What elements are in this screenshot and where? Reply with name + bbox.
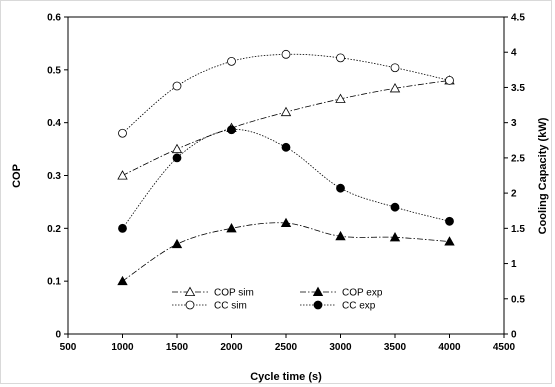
series-cop-exp [117, 217, 455, 286]
legend-item: COP sim [172, 286, 254, 299]
data-point [118, 128, 127, 138]
data-point [117, 170, 128, 180]
legend: COP sim COP exp CC sim CC exp [172, 286, 383, 312]
y2-tick-label: 4.5 [511, 13, 525, 24]
y2-tick-label: 3 [511, 118, 517, 129]
y-tick-label: 0.2 [47, 224, 61, 235]
data-point [280, 106, 292, 117]
legend-item: CC exp [300, 301, 376, 312]
y2-tick-label: 3.5 [511, 83, 525, 94]
data-point [335, 230, 346, 241]
y-axis-title: COP [11, 164, 23, 188]
data-point [226, 223, 237, 233]
legend-label: CC sim [214, 301, 247, 312]
data-point [280, 217, 292, 228]
x-tick-label: 1500 [166, 342, 189, 353]
y-tick-label: 0.3 [47, 171, 61, 182]
y-tick-label: 0.1 [47, 277, 61, 288]
y-axis-ticks: 0 0.1 0.2 0.3 0.4 0.5 0.6 [47, 13, 68, 341]
x-tick-label: 500 [60, 342, 77, 353]
data-point [390, 63, 400, 73]
y2-axis-title: Cooling Capacity (kW) [537, 117, 549, 234]
y-tick-label: 0.4 [47, 118, 61, 129]
legend-label: COP exp [342, 288, 383, 299]
legend-marker [184, 286, 196, 297]
legend-marker [313, 300, 323, 310]
data-point [390, 202, 400, 212]
data-point [445, 216, 454, 226]
data-point [227, 56, 236, 66]
data-point [117, 275, 128, 286]
x-axis-ticks: 500 1000 1500 2000 2500 3000 3500 4000 4500 [60, 334, 516, 353]
data-point [171, 238, 183, 249]
y2-tick-label: 2 [511, 189, 517, 200]
y-tick-label: 0 [55, 330, 61, 341]
x-tick-label: 2500 [275, 342, 298, 353]
data-point [336, 53, 345, 63]
series-cc-exp [118, 125, 454, 233]
legend-label: CC exp [342, 301, 376, 312]
legend-item: CC sim [172, 301, 247, 312]
data-point [335, 93, 346, 103]
y2-tick-label: 4 [511, 48, 517, 59]
x-tick-label: 1000 [111, 342, 134, 353]
y-tick-label: 0.5 [47, 65, 61, 76]
series-layer [117, 49, 455, 286]
x-tick-label: 2000 [220, 342, 243, 353]
x-tick-label: 3500 [384, 342, 407, 353]
legend-item: COP exp [300, 286, 383, 299]
x-tick-label: 3000 [329, 342, 352, 353]
data-point [172, 153, 182, 163]
data-point [171, 143, 183, 154]
data-point [227, 125, 236, 135]
y2-tick-label: 1 [511, 259, 517, 270]
legend-marker [312, 286, 324, 297]
x-axis-title: Cycle time (s) [250, 371, 322, 383]
data-point [336, 183, 345, 193]
legend-marker [185, 300, 195, 310]
series-cc-sim [118, 49, 454, 138]
y-tick-label: 0.6 [47, 13, 61, 24]
data-point [389, 231, 401, 242]
legend-label: COP sim [214, 288, 254, 299]
data-point [172, 81, 182, 91]
x-tick-label: 4500 [493, 342, 516, 353]
y2-tick-label: 1.5 [511, 224, 525, 235]
x-tick-label: 4000 [438, 342, 461, 353]
data-point [445, 76, 454, 85]
data-point [118, 223, 127, 233]
y2-tick-label: 0 [511, 330, 517, 341]
y2-axis-ticks: 0 0.5 1 1.5 2 2.5 3 3.5 4 4.5 [504, 13, 525, 341]
data-point [281, 142, 291, 152]
y2-tick-label: 0.5 [511, 294, 525, 305]
data-point [389, 83, 401, 93]
y2-tick-label: 2.5 [511, 153, 525, 164]
data-point [444, 236, 455, 246]
data-point [281, 49, 291, 59]
